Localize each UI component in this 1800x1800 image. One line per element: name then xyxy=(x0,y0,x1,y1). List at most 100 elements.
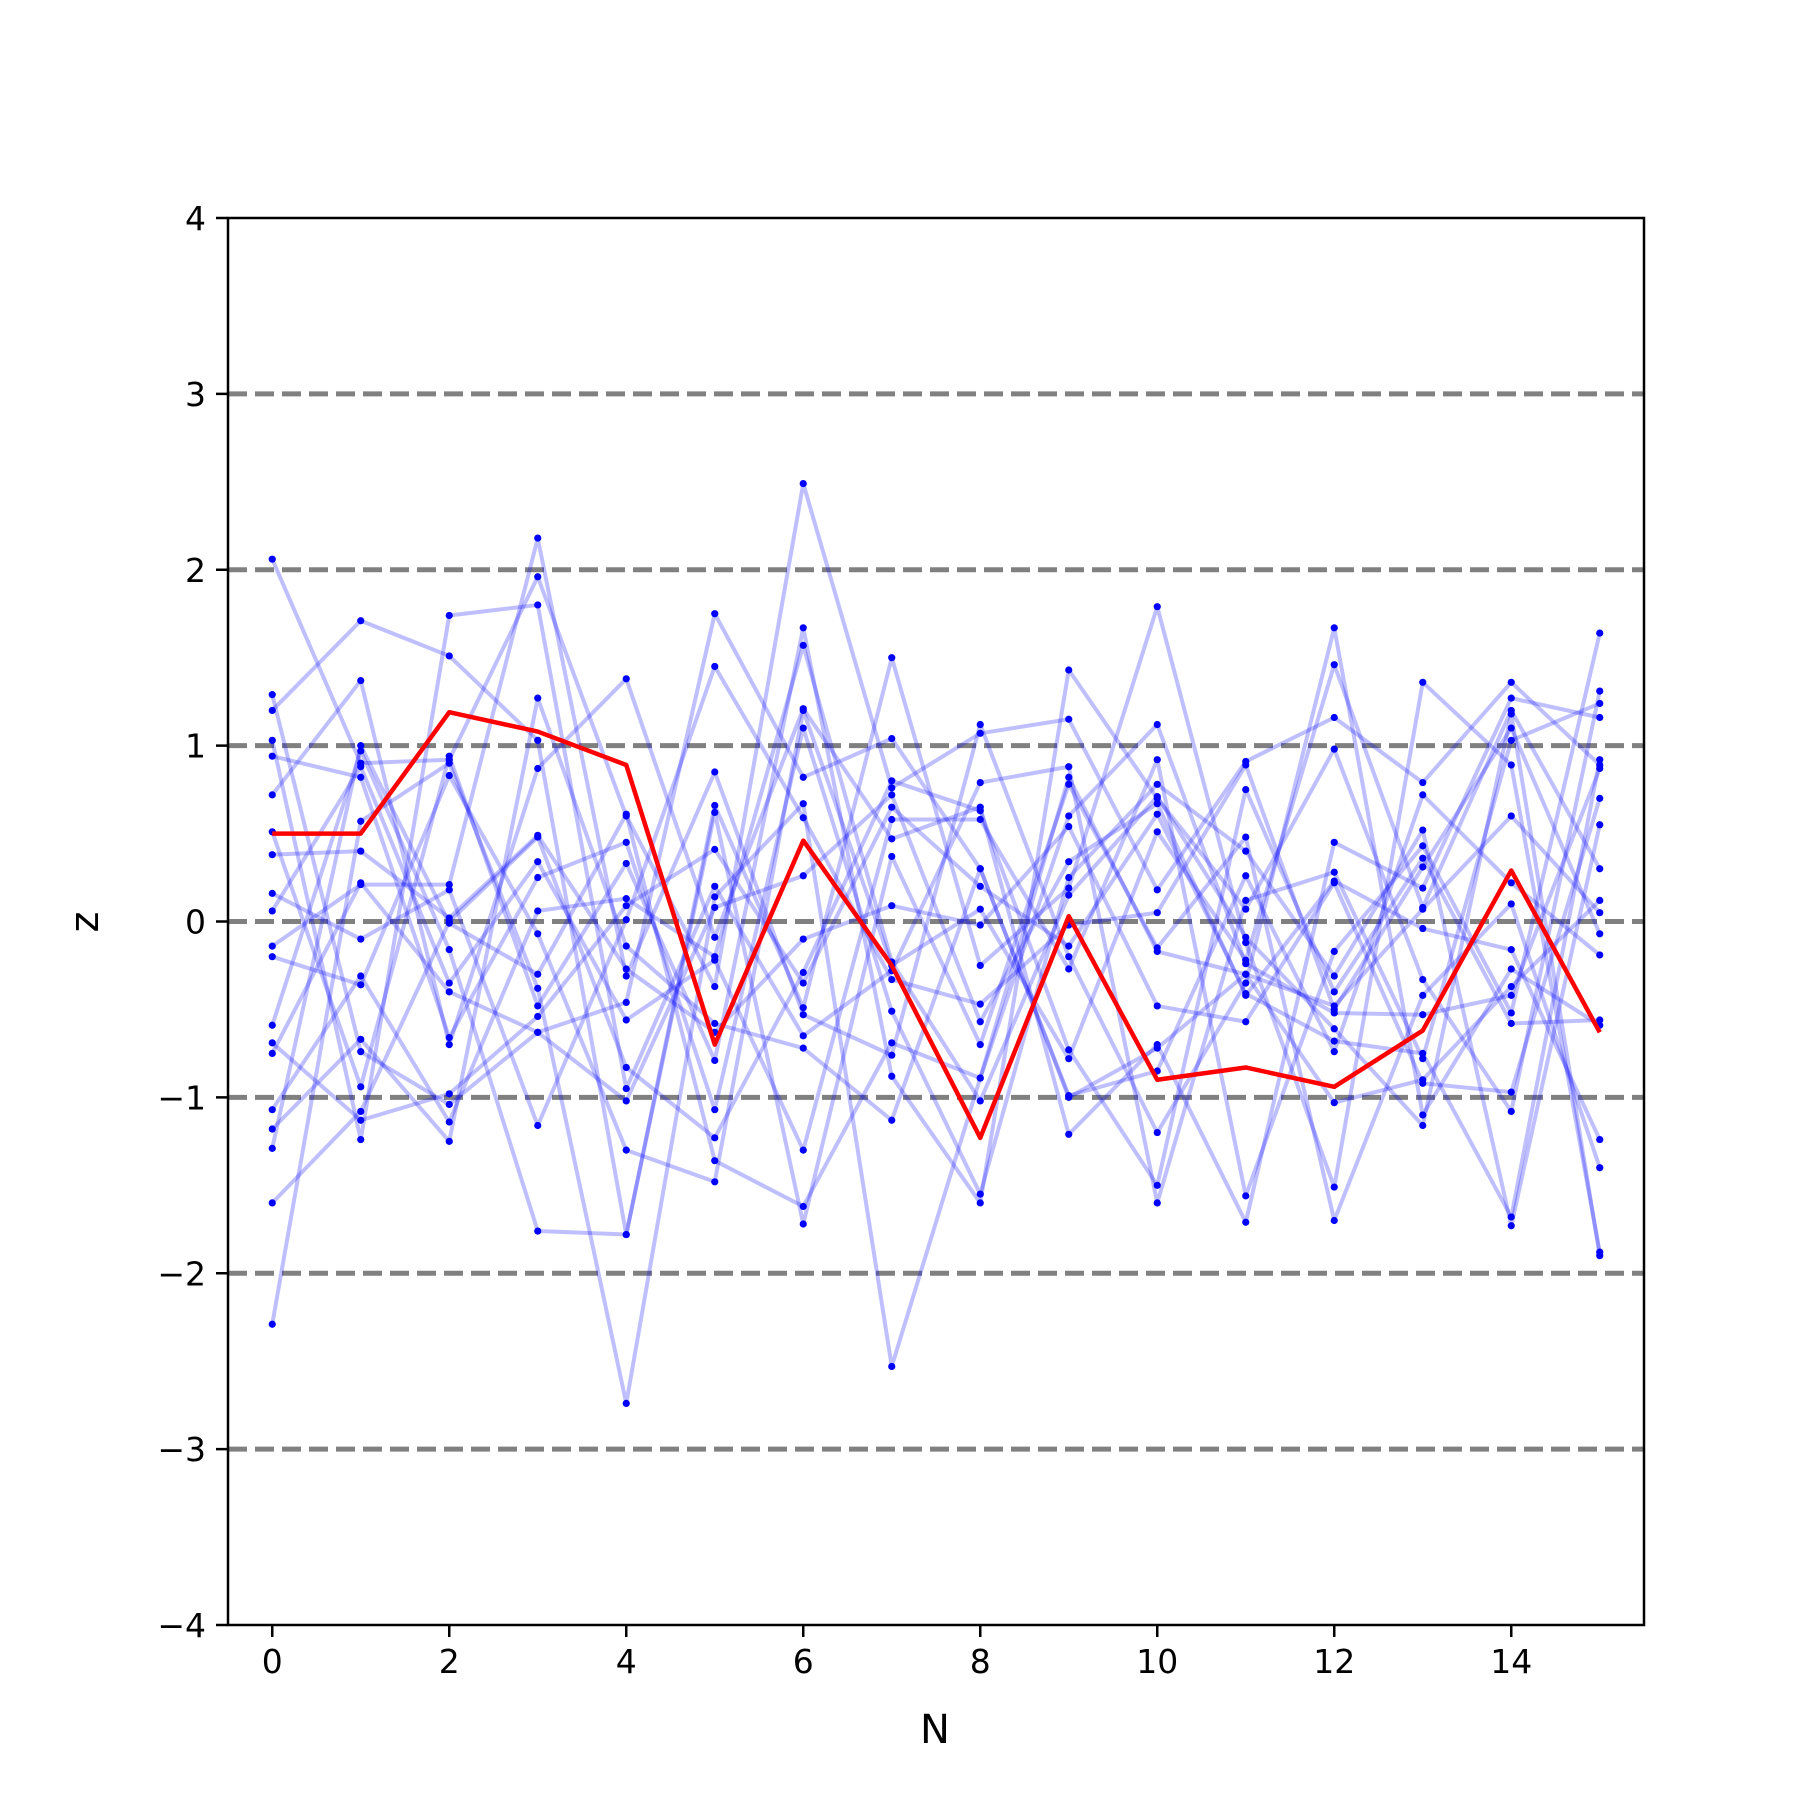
background-series-point xyxy=(1153,800,1161,808)
background-series-point xyxy=(622,902,630,910)
background-series-point xyxy=(445,917,453,926)
background-series-point xyxy=(534,1012,542,1021)
background-series-point xyxy=(888,975,896,984)
background-series-group xyxy=(268,479,1604,1407)
background-series-point xyxy=(799,968,807,977)
background-series-point xyxy=(1065,715,1073,723)
background-series-point xyxy=(1507,946,1515,954)
background-series-point xyxy=(1242,960,1250,968)
background-series-point xyxy=(357,747,365,755)
background-series-point xyxy=(534,984,542,992)
background-series-point xyxy=(888,734,896,743)
background-series-point xyxy=(888,852,896,861)
background-series-point xyxy=(445,979,453,987)
background-series-point xyxy=(1330,972,1338,980)
background-series-point xyxy=(799,1146,807,1154)
background-series-point xyxy=(1242,979,1250,987)
background-series-point xyxy=(357,1107,365,1116)
background-series-line xyxy=(271,664,1602,1128)
background-series-point xyxy=(711,1134,719,1142)
background-series-point xyxy=(622,965,630,973)
background-series-point xyxy=(1065,884,1073,892)
background-series-point xyxy=(799,800,807,808)
background-series-point xyxy=(1596,909,1604,917)
background-series-point xyxy=(1419,1111,1427,1119)
background-series-point xyxy=(268,1021,276,1029)
background-series-point xyxy=(534,1227,542,1235)
background-series-point xyxy=(799,872,807,880)
background-series-point xyxy=(1507,1019,1515,1028)
background-series-point xyxy=(1153,1199,1161,1207)
background-series-point xyxy=(1596,930,1604,938)
background-series-point xyxy=(1507,1009,1515,1017)
background-series-point xyxy=(976,807,984,815)
background-series-point xyxy=(534,534,542,542)
background-series-line xyxy=(271,536,1601,1135)
background-series-point xyxy=(268,1049,276,1058)
background-series-point xyxy=(1419,791,1427,799)
background-series-point xyxy=(622,972,630,980)
background-series-point xyxy=(1507,812,1515,820)
x-axis-label: N xyxy=(920,1707,950,1753)
background-series-point xyxy=(711,610,719,618)
background-series-point xyxy=(1419,991,1427,999)
background-series-point xyxy=(445,771,453,780)
background-series-point xyxy=(445,1118,453,1126)
background-series-point xyxy=(1596,629,1604,637)
background-series-point xyxy=(268,791,276,799)
background-series-point xyxy=(1419,1011,1427,1019)
background-series-point xyxy=(534,1121,542,1130)
y-tick-label: −2 xyxy=(157,1254,206,1293)
background-series-line xyxy=(272,797,1602,1095)
background-series-point xyxy=(799,724,807,732)
background-series-line xyxy=(271,726,1602,1228)
background-series-point xyxy=(622,998,630,1007)
background-series-point xyxy=(1507,982,1515,991)
background-series-point xyxy=(799,1220,807,1228)
background-series-point xyxy=(357,773,365,781)
background-series-point xyxy=(1330,1099,1338,1107)
background-series-line xyxy=(270,481,1602,989)
background-series-point xyxy=(1242,1218,1250,1226)
background-series-point xyxy=(1242,933,1250,941)
background-series-point xyxy=(711,808,719,817)
background-series-point xyxy=(445,1100,453,1109)
background-series-point xyxy=(976,729,984,737)
background-series-point xyxy=(1419,1121,1427,1130)
background-series-point xyxy=(1507,678,1515,686)
background-series-point xyxy=(1242,847,1250,855)
background-series-point xyxy=(622,942,630,950)
background-series-point xyxy=(711,903,719,912)
background-series-point xyxy=(534,858,542,866)
y-tick-label: −3 xyxy=(157,1430,206,1469)
background-series-line xyxy=(270,602,1601,1205)
y-tick-label: 3 xyxy=(185,375,206,414)
background-series-point xyxy=(1419,1076,1427,1084)
background-series-point xyxy=(622,810,630,818)
background-series-point xyxy=(1330,713,1338,722)
background-series-point xyxy=(1330,745,1338,753)
y-tick-label: 4 xyxy=(185,199,206,238)
background-series-point xyxy=(711,1178,719,1186)
background-series-point xyxy=(1065,891,1073,899)
background-series-point xyxy=(1596,764,1604,773)
background-series-point xyxy=(1153,603,1161,611)
background-series-point xyxy=(268,942,276,950)
background-series-point xyxy=(1153,947,1161,955)
background-series-point xyxy=(534,601,542,609)
background-series-point xyxy=(888,791,896,799)
background-series-point xyxy=(976,1041,984,1049)
background-series-point xyxy=(888,1072,896,1080)
background-series-point xyxy=(1419,842,1427,850)
background-series-point xyxy=(445,1090,453,1098)
background-series-point xyxy=(799,1032,807,1040)
background-series-point xyxy=(1419,924,1427,933)
background-series-point xyxy=(445,1137,453,1145)
x-tick-label: 10 xyxy=(1136,1642,1178,1681)
background-series-point xyxy=(1065,873,1073,882)
background-series-point xyxy=(1065,763,1073,771)
background-series-point xyxy=(976,1018,984,1026)
background-series-point xyxy=(622,1063,630,1072)
background-series-point xyxy=(1330,1025,1338,1033)
background-series-point xyxy=(357,935,365,943)
